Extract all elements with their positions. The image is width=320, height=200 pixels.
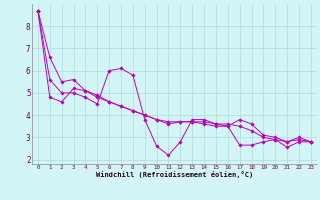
X-axis label: Windchill (Refroidissement éolien,°C): Windchill (Refroidissement éolien,°C): [96, 171, 253, 178]
